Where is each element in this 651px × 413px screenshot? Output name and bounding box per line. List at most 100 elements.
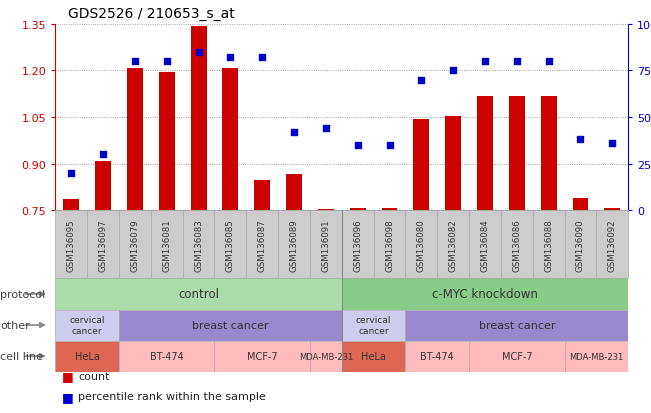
Point: [352, 142, 363, 149]
Bar: [406, 310, 628, 341]
Text: GSM136085: GSM136085: [226, 218, 235, 271]
Bar: [541, 97, 557, 211]
Bar: [87, 211, 119, 279]
Text: percentile rank within the sample: percentile rank within the sample: [78, 392, 266, 401]
Bar: [596, 211, 628, 279]
Point: [480, 59, 490, 65]
Bar: [406, 211, 437, 279]
Point: [193, 50, 204, 56]
Point: [448, 68, 458, 75]
Text: GSM136092: GSM136092: [608, 218, 616, 271]
Bar: [183, 211, 214, 279]
Bar: [286, 174, 302, 211]
Bar: [342, 211, 374, 279]
Text: ■: ■: [62, 390, 74, 403]
Text: GSM136083: GSM136083: [194, 218, 203, 271]
Bar: [572, 199, 589, 211]
Bar: [255, 180, 270, 211]
Text: protocol: protocol: [0, 289, 46, 299]
Text: GSM136095: GSM136095: [67, 218, 76, 271]
Bar: [374, 211, 406, 279]
Text: ■: ■: [62, 369, 74, 382]
Text: breast cancer: breast cancer: [478, 320, 555, 330]
Bar: [119, 341, 214, 372]
Text: GSM136080: GSM136080: [417, 218, 426, 271]
Bar: [342, 279, 628, 310]
Bar: [95, 162, 111, 211]
Text: count: count: [78, 371, 109, 381]
Point: [130, 59, 140, 65]
Bar: [381, 208, 398, 211]
Text: GSM136089: GSM136089: [290, 218, 299, 271]
Text: MDA-MB-231: MDA-MB-231: [299, 352, 353, 361]
Bar: [342, 341, 406, 372]
Text: BT-474: BT-474: [150, 351, 184, 361]
Text: c-MYC knockdown: c-MYC knockdown: [432, 288, 538, 301]
Text: cell line: cell line: [0, 351, 43, 361]
Bar: [55, 341, 119, 372]
Point: [225, 55, 236, 62]
Text: GSM136082: GSM136082: [449, 218, 458, 271]
Point: [384, 142, 395, 149]
Bar: [214, 211, 246, 279]
Text: GSM136090: GSM136090: [576, 218, 585, 271]
Point: [512, 59, 522, 65]
Bar: [55, 310, 119, 341]
Point: [289, 129, 299, 136]
Point: [98, 152, 108, 158]
Bar: [246, 211, 278, 279]
Point: [161, 59, 172, 65]
Text: GSM136097: GSM136097: [98, 218, 107, 271]
Text: control: control: [178, 288, 219, 301]
Text: MCF-7: MCF-7: [501, 351, 532, 361]
Text: GDS2526 / 210653_s_at: GDS2526 / 210653_s_at: [68, 7, 235, 21]
Bar: [119, 310, 342, 341]
Bar: [604, 208, 620, 211]
Bar: [501, 211, 533, 279]
Text: BT-474: BT-474: [421, 351, 454, 361]
Text: GSM136079: GSM136079: [130, 218, 139, 271]
Bar: [469, 341, 564, 372]
Bar: [278, 211, 310, 279]
Text: GSM136084: GSM136084: [480, 218, 490, 271]
Point: [607, 140, 618, 147]
Bar: [310, 211, 342, 279]
Bar: [509, 97, 525, 211]
Text: GSM136087: GSM136087: [258, 218, 267, 271]
Text: HeLa: HeLa: [75, 351, 100, 361]
Point: [416, 77, 426, 84]
Point: [321, 126, 331, 132]
Bar: [477, 97, 493, 211]
Text: MDA-MB-231: MDA-MB-231: [569, 352, 624, 361]
Text: HeLa: HeLa: [361, 351, 386, 361]
Text: GSM136096: GSM136096: [353, 218, 362, 271]
Bar: [159, 73, 174, 211]
Text: cervical
cancer: cervical cancer: [70, 316, 105, 335]
Point: [257, 55, 268, 62]
Text: GSM136088: GSM136088: [544, 218, 553, 271]
Point: [544, 59, 554, 65]
Bar: [564, 211, 596, 279]
Bar: [223, 69, 238, 211]
Text: breast cancer: breast cancer: [192, 320, 269, 330]
Bar: [350, 208, 366, 211]
Bar: [63, 199, 79, 211]
Bar: [413, 120, 429, 211]
Bar: [318, 209, 334, 211]
Point: [66, 170, 76, 177]
Text: other: other: [0, 320, 30, 330]
Bar: [119, 211, 151, 279]
Text: MCF-7: MCF-7: [247, 351, 277, 361]
Text: GSM136086: GSM136086: [512, 218, 521, 271]
Bar: [55, 211, 87, 279]
Bar: [55, 279, 342, 310]
Text: GSM136091: GSM136091: [322, 218, 330, 271]
Bar: [533, 211, 564, 279]
Bar: [151, 211, 183, 279]
Bar: [437, 211, 469, 279]
Bar: [310, 341, 342, 372]
Bar: [564, 341, 628, 372]
Bar: [342, 310, 406, 341]
Text: GSM136081: GSM136081: [162, 218, 171, 271]
Bar: [191, 27, 206, 211]
